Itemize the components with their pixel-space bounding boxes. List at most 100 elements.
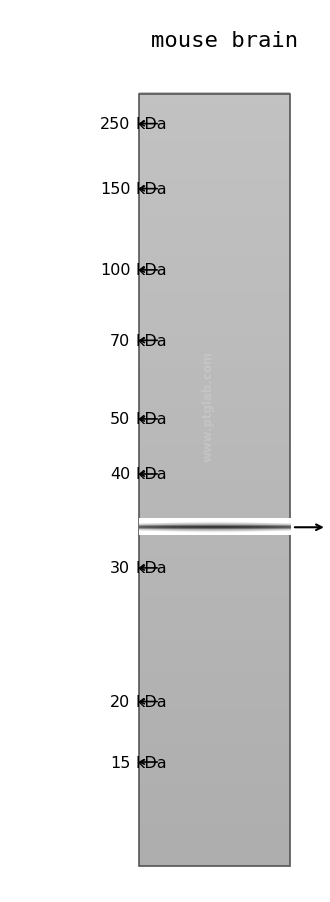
Bar <box>154 531 157 533</box>
Bar <box>225 531 227 532</box>
Bar <box>212 532 215 534</box>
Bar <box>184 519 187 520</box>
Bar <box>154 525 157 527</box>
Bar <box>164 526 167 527</box>
Bar <box>273 530 276 531</box>
Bar <box>149 525 151 527</box>
Bar <box>177 519 180 520</box>
Bar <box>139 290 290 295</box>
Bar <box>139 564 290 569</box>
Bar <box>237 520 240 522</box>
Bar <box>197 526 200 528</box>
Bar <box>177 520 180 521</box>
Bar <box>197 523 200 525</box>
Bar <box>192 519 195 520</box>
Bar <box>240 533 243 534</box>
Bar <box>194 523 197 524</box>
Bar <box>184 531 187 533</box>
Bar <box>288 520 291 521</box>
Bar <box>151 533 154 535</box>
Bar <box>278 522 280 523</box>
Bar <box>260 527 263 529</box>
Bar <box>159 526 162 527</box>
Bar <box>212 525 215 527</box>
Text: kDa: kDa <box>135 561 167 575</box>
Bar <box>232 521 235 523</box>
Bar <box>161 522 164 523</box>
Bar <box>192 534 195 536</box>
Bar <box>182 529 184 530</box>
Bar <box>237 530 240 532</box>
Bar <box>260 530 263 531</box>
Bar <box>222 530 225 532</box>
Bar <box>172 527 174 529</box>
Bar <box>204 532 207 534</box>
Bar <box>270 525 273 527</box>
Bar <box>280 534 283 536</box>
Bar <box>225 528 227 529</box>
Bar <box>192 531 195 532</box>
Bar <box>273 520 276 521</box>
Bar <box>250 520 253 521</box>
Bar <box>199 521 202 523</box>
Bar <box>184 523 187 524</box>
Bar <box>177 525 180 526</box>
Bar <box>139 779 290 785</box>
Bar <box>151 526 154 527</box>
Bar <box>217 526 220 527</box>
Bar <box>288 525 291 527</box>
Bar <box>139 683 290 688</box>
Bar <box>179 522 182 524</box>
Bar <box>217 531 220 533</box>
Bar <box>187 529 189 530</box>
Bar <box>227 529 230 531</box>
Bar <box>149 528 151 529</box>
Bar <box>139 359 290 364</box>
Bar <box>172 521 174 523</box>
Bar <box>273 529 276 530</box>
Bar <box>275 534 278 535</box>
Bar <box>235 520 238 521</box>
Bar <box>144 522 147 523</box>
Bar <box>250 520 253 522</box>
Bar <box>270 523 273 524</box>
Bar <box>222 527 225 529</box>
Bar <box>207 523 210 525</box>
Bar <box>139 533 142 535</box>
Bar <box>257 529 260 531</box>
Bar <box>240 525 243 527</box>
Bar <box>199 526 202 528</box>
Bar <box>250 533 253 535</box>
Bar <box>275 522 278 523</box>
Bar <box>250 527 253 529</box>
Bar <box>169 526 172 528</box>
Bar <box>222 520 225 522</box>
Bar <box>250 529 253 531</box>
Bar <box>141 519 144 520</box>
Bar <box>283 519 286 520</box>
Bar <box>280 533 283 535</box>
Bar <box>139 533 290 534</box>
Bar <box>159 533 162 534</box>
Bar <box>260 528 263 529</box>
Bar <box>260 529 263 531</box>
Bar <box>263 520 265 521</box>
Bar <box>139 513 290 519</box>
Bar <box>182 531 184 532</box>
Bar <box>139 525 142 526</box>
Bar <box>139 522 290 523</box>
Bar <box>288 528 291 529</box>
Bar <box>169 521 172 523</box>
Bar <box>265 523 268 524</box>
Bar <box>182 520 184 521</box>
Bar <box>179 530 182 532</box>
Bar <box>265 526 268 527</box>
Bar <box>222 529 225 531</box>
Bar <box>214 530 217 531</box>
Bar <box>270 526 273 528</box>
Bar <box>204 531 207 532</box>
Bar <box>139 486 290 492</box>
Bar <box>139 791 290 796</box>
Bar <box>144 534 147 535</box>
Bar <box>149 529 151 531</box>
